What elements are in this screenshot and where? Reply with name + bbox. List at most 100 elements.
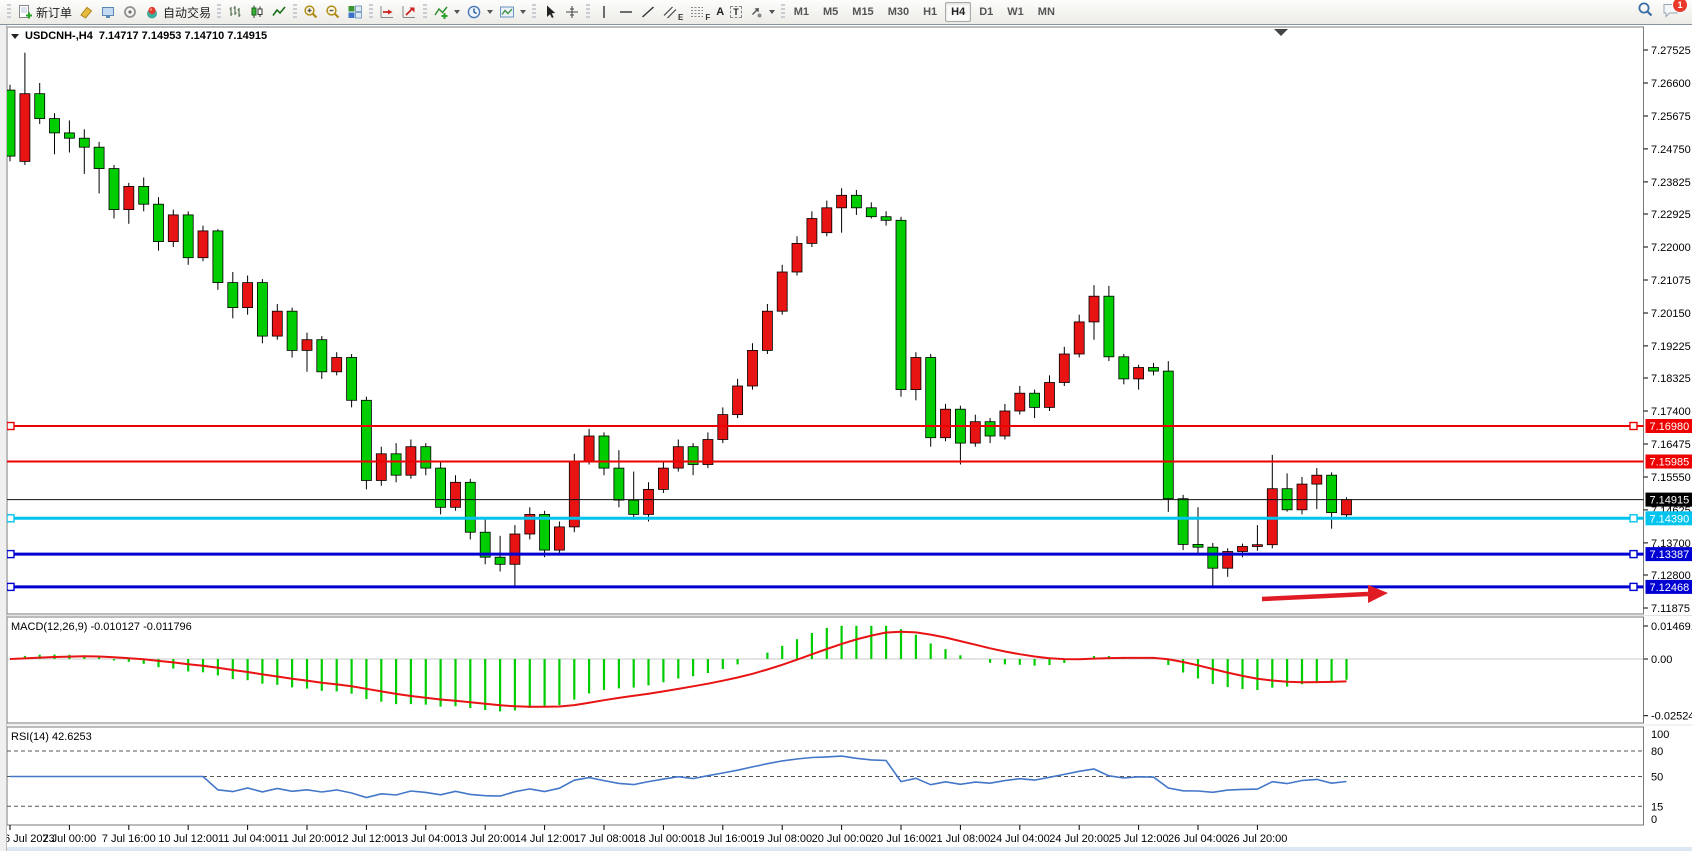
- hline-right-handle[interactable]: [1630, 551, 1637, 558]
- chart-window[interactable]: 0.0146910.00-0.0252410080501507.275257.2…: [0, 25, 1692, 851]
- hline-left-handle[interactable]: [7, 515, 14, 522]
- arrows-tool-button[interactable]: [745, 2, 778, 22]
- svg-text:7.24750: 7.24750: [1651, 144, 1691, 156]
- price-chart-canvas[interactable]: 0.0146910.00-0.0252410080501507.275257.2…: [0, 25, 1692, 851]
- hline-right-handle[interactable]: [1630, 515, 1637, 522]
- horizontal-line-tool-button[interactable]: [615, 2, 637, 22]
- svg-text:0.014691: 0.014691: [1651, 621, 1692, 633]
- text-label-tool-button[interactable]: T: [727, 2, 745, 22]
- indicators-dropdown-caret[interactable]: [454, 10, 460, 14]
- svg-text:25 Jul 12:00: 25 Jul 12:00: [1109, 833, 1169, 845]
- svg-text:15: 15: [1651, 801, 1663, 813]
- svg-text:7.23825: 7.23825: [1651, 177, 1691, 189]
- indicators-button[interactable]: [430, 2, 463, 22]
- ohlc-quote-label: 7.14717 7.14953 7.14710 7.14915: [99, 30, 267, 42]
- vertical-line-tool-button[interactable]: [593, 2, 615, 22]
- channel-tool-button[interactable]: E: [659, 2, 686, 22]
- svg-text:7.11875: 7.11875: [1651, 603, 1690, 615]
- templates-button[interactable]: [496, 2, 529, 22]
- timeframe-button-m30[interactable]: M30: [882, 2, 915, 22]
- svg-text:80: 80: [1651, 746, 1663, 758]
- candlestick-chart-button[interactable]: [246, 2, 268, 22]
- svg-text:11 Jul 20:00: 11 Jul 20:00: [277, 833, 336, 845]
- crosshair-tool-button[interactable]: [561, 2, 583, 22]
- svg-text:26 Jul 20:00: 26 Jul 20:00: [1227, 833, 1287, 845]
- toolbar-grip[interactable]: [423, 4, 427, 20]
- hline-right-handle[interactable]: [1630, 423, 1637, 430]
- search-icon[interactable]: [1637, 1, 1654, 23]
- svg-text:7.22000: 7.22000: [1651, 242, 1691, 254]
- profiles-button[interactable]: [97, 2, 119, 22]
- svg-text:24 Jul 04:00: 24 Jul 04:00: [990, 833, 1050, 845]
- equidistant-channel-icon: [662, 4, 678, 20]
- auto-trading-button[interactable]: 自动交易: [141, 2, 214, 22]
- zoom-out-button[interactable]: [322, 2, 344, 22]
- auto-scroll-icon: [379, 4, 395, 20]
- svg-text:7.27525: 7.27525: [1651, 45, 1691, 57]
- hline-left-handle[interactable]: [7, 423, 14, 430]
- trendline-tool-button[interactable]: [637, 2, 659, 22]
- timeframe-button-h4[interactable]: H4: [945, 2, 971, 22]
- timeframe-button-mn[interactable]: MN: [1032, 2, 1061, 22]
- cursor-icon: [542, 4, 558, 20]
- candlestick-icon: [249, 4, 265, 20]
- svg-text:13 Jul 20:00: 13 Jul 20:00: [455, 833, 515, 845]
- timeframe-button-h1[interactable]: H1: [917, 2, 943, 22]
- text-tool-button[interactable]: A: [713, 2, 727, 22]
- svg-text:7.15985: 7.15985: [1650, 457, 1690, 469]
- auto-scroll-button[interactable]: [376, 2, 398, 22]
- periods-dropdown-caret[interactable]: [487, 10, 493, 14]
- svg-text:11 Jul 04:00: 11 Jul 04:00: [218, 833, 277, 845]
- svg-text:0: 0: [1651, 814, 1657, 826]
- cursor-tool-button[interactable]: [539, 2, 561, 22]
- zoom-in-button[interactable]: [300, 2, 322, 22]
- toolbar-grip[interactable]: [586, 4, 590, 20]
- palette-icon: [78, 4, 94, 20]
- hline-left-handle[interactable]: [7, 583, 14, 590]
- toolbar-grip[interactable]: [293, 4, 297, 20]
- bar-chart-button[interactable]: [224, 2, 246, 22]
- svg-text:7 Jul 00:00: 7 Jul 00:00: [42, 833, 96, 845]
- svg-text:7 Jul 16:00: 7 Jul 16:00: [102, 833, 156, 845]
- tile-windows-button[interactable]: [344, 2, 366, 22]
- toolbar-grip[interactable]: [532, 4, 536, 20]
- symbol-dropdown-icon[interactable]: [11, 34, 19, 39]
- svg-text:24 Jul 20:00: 24 Jul 20:00: [1049, 833, 1109, 845]
- svg-text:17 Jul 08:00: 17 Jul 08:00: [574, 833, 634, 845]
- auto-trading-icon: [144, 4, 160, 20]
- chart-shift-button[interactable]: [398, 2, 420, 22]
- styler-button[interactable]: [75, 2, 97, 22]
- timeframe-button-w1[interactable]: W1: [1001, 2, 1030, 22]
- zoom-in-icon: [303, 4, 319, 20]
- notifications-button[interactable]: 1: [1662, 2, 1680, 23]
- line-chart-icon: [271, 4, 287, 20]
- new-order-button[interactable]: 新订单: [14, 2, 75, 22]
- svg-text:7.16475: 7.16475: [1651, 439, 1691, 451]
- templates-dropdown-caret[interactable]: [520, 10, 526, 14]
- toolbar-grip[interactable]: [781, 4, 785, 20]
- svg-text:7.22925: 7.22925: [1651, 209, 1691, 221]
- data-feed-button[interactable]: [119, 2, 141, 22]
- periods-button[interactable]: [463, 2, 496, 22]
- symbol-period-label: USDCNH-,H4: [25, 30, 93, 42]
- toolbar-grip[interactable]: [217, 4, 221, 20]
- arrows-dropdown-caret[interactable]: [769, 10, 775, 14]
- crosshair-icon: [564, 4, 580, 20]
- toolbar-grip[interactable]: [369, 4, 373, 20]
- price-axis[interactable]: 7.275257.266007.256757.247507.238257.229…: [1644, 45, 1691, 615]
- svg-text:12 Jul 12:00: 12 Jul 12:00: [336, 833, 396, 845]
- toolbar-grip[interactable]: [7, 4, 11, 20]
- timeframe-button-d1[interactable]: D1: [973, 2, 999, 22]
- timeframe-button-m5[interactable]: M5: [817, 2, 844, 22]
- hline-right-handle[interactable]: [1630, 583, 1637, 590]
- svg-text:7.12468: 7.12468: [1650, 582, 1690, 594]
- fibonacci-tool-button[interactable]: F: [686, 2, 713, 22]
- window-left-border: [0, 25, 7, 851]
- hline-left-handle[interactable]: [7, 551, 14, 558]
- svg-text:21 Jul 08:00: 21 Jul 08:00: [930, 833, 990, 845]
- line-chart-button[interactable]: [268, 2, 290, 22]
- timeframe-button-m15[interactable]: M15: [846, 2, 879, 22]
- timeframe-button-m1[interactable]: M1: [788, 2, 815, 22]
